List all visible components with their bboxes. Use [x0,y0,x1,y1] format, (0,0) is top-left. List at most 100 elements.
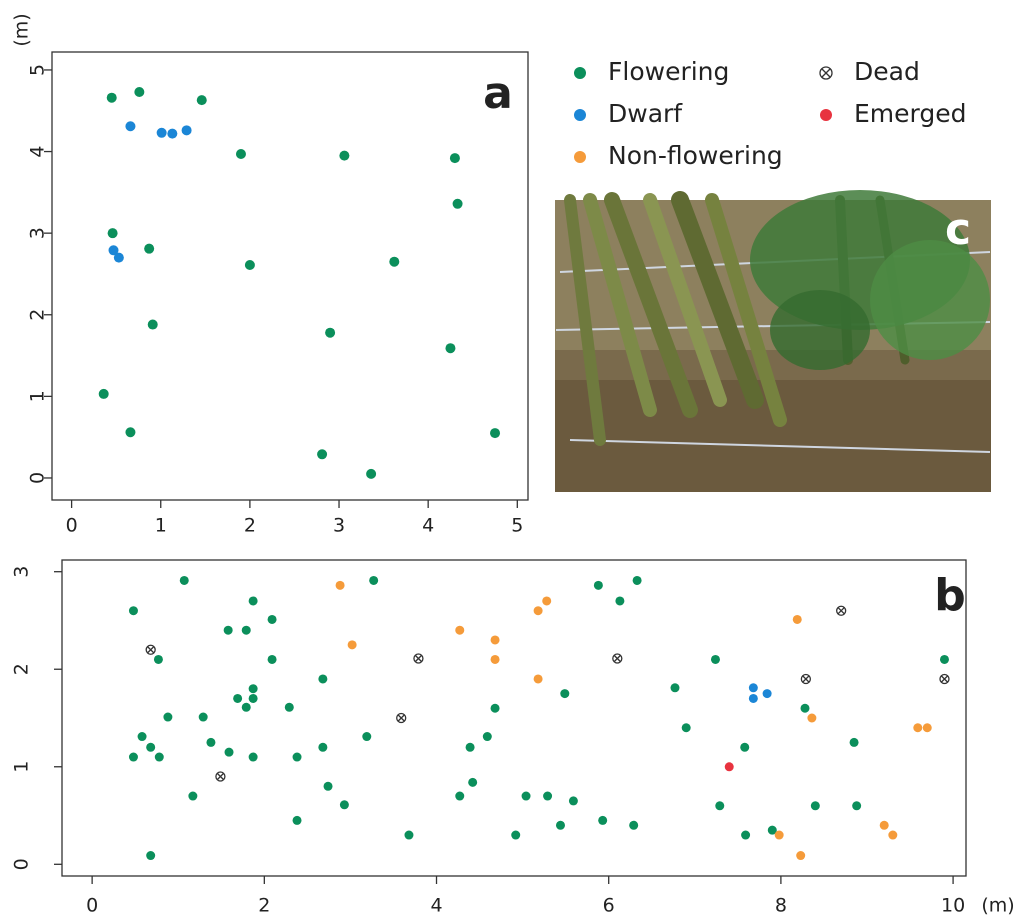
y-tick-label: 3 [27,227,49,239]
point [244,259,255,270]
point [533,674,543,684]
point [167,128,178,139]
point [774,830,784,840]
x-tick-label: 0 [66,515,78,537]
marker-ring [836,605,847,616]
point [574,109,586,121]
marker-cross [414,654,423,663]
point [724,762,734,772]
dead-marker [396,712,407,724]
plot-frame [51,51,529,501]
point [796,851,806,861]
point [179,575,189,585]
dead-marker [819,66,833,80]
point [362,732,372,742]
dead-marker [413,653,424,664]
point [404,830,414,840]
y-tick-label: 3 [11,566,33,578]
marker-cross [821,68,831,78]
point [107,228,118,239]
point [767,825,777,835]
marker-ring [215,771,226,782]
point [939,654,949,664]
point [198,712,208,722]
point [741,830,751,840]
y-tick-label: 0 [27,472,49,484]
point [748,693,758,703]
dead-marker [612,653,623,664]
dead-marker [939,673,950,685]
y-tick-label: 5 [27,64,49,76]
point [241,702,251,712]
point [233,693,243,703]
point [248,684,258,694]
point [267,614,277,624]
point [369,575,379,585]
legend-label: Dead [854,57,920,86]
point [181,125,192,136]
point [248,596,258,606]
point [153,654,163,664]
point [108,245,119,256]
point [465,742,475,752]
point [317,449,328,460]
point [849,737,859,747]
point [106,92,117,103]
point [128,752,138,762]
panel-label: c [945,204,971,255]
point [347,640,357,650]
point [335,580,345,590]
point [137,732,147,742]
y-tick-label: 0 [11,858,33,870]
point [710,654,720,664]
point [852,801,862,811]
marker-cross [146,645,155,654]
point [292,752,302,762]
point [248,752,258,762]
marker-ring [396,712,407,724]
dead-marker [800,673,812,685]
marker-ring [800,673,812,685]
point [490,654,500,664]
point [445,343,456,354]
point [163,712,173,722]
x-tick-label: 4 [422,515,434,537]
point [147,319,158,330]
point [615,596,625,606]
point [449,153,460,164]
point [482,732,492,742]
point [490,635,500,645]
point [629,820,639,830]
point [125,121,136,132]
dead-marker [145,644,156,655]
point [224,747,234,757]
point [593,580,603,590]
point [366,468,377,479]
point [521,791,531,801]
point [807,713,817,723]
point [188,791,198,801]
y-tick-label: 1 [27,390,49,402]
x-tick-label: 0 [86,895,98,917]
point [284,702,294,712]
panel-label: b [934,570,966,621]
marker-ring [612,653,623,664]
point [670,683,680,693]
marker-ring [939,673,950,685]
point [568,796,578,806]
point [223,625,233,635]
x-axis-label: (m) [981,895,1014,917]
legend-label: Non-flowering [608,141,783,170]
point [490,428,501,439]
point [748,683,758,693]
marker-cross [613,654,622,663]
marker-cross [397,714,406,722]
point [339,800,349,810]
point [146,742,156,752]
legend-label: Emerged [854,99,967,128]
x-tick-label: 3 [333,515,345,537]
y-tick-label: 1 [11,761,33,773]
point [810,801,820,811]
